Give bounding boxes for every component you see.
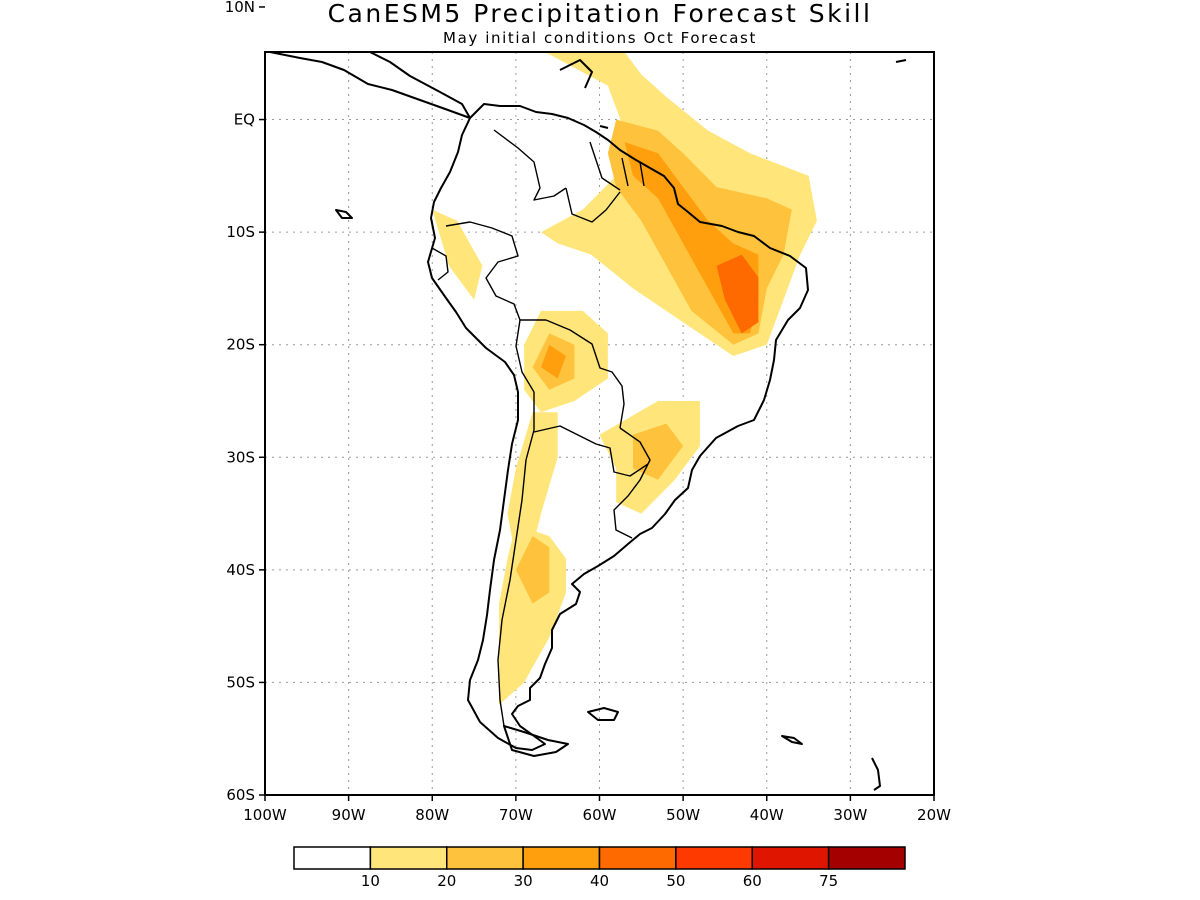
coastline-caribbean: [559, 59, 609, 129]
coastline-south-georgia: [781, 735, 803, 745]
colorbar-label: 50: [666, 872, 685, 890]
border-venezuela-guyana: [589, 141, 621, 191]
latitude-tick-labels: 10N EQ 10S 20S 30S 40S 50S 60S: [225, 0, 265, 804]
lat-tick-label: 10S: [226, 223, 255, 241]
colorbar-segment: [598, 846, 677, 870]
map-subtitle: May initial conditions Oct Forecast: [443, 29, 757, 47]
border-colombia-peru-brazil: [445, 221, 546, 321]
colorbar-segment: [522, 846, 601, 870]
lon-tick-label: 50W: [666, 806, 700, 824]
lat-tick-label: 10N: [225, 0, 255, 16]
skill-region: [507, 412, 558, 559]
colorbar-segment: [369, 846, 448, 870]
colorbar-label: 75: [819, 872, 838, 890]
lon-tick-label: 60W: [583, 806, 617, 824]
border-bolivia-brazil: [545, 319, 625, 429]
lat-tick-label: 40S: [226, 561, 255, 579]
lat-tick-label: 50S: [226, 673, 255, 691]
border-ecuador-peru: [431, 247, 449, 281]
colorbar-label: 30: [514, 872, 533, 890]
border-argentina-uruguay-brazil: [613, 463, 649, 539]
colorbar-segment: [675, 846, 753, 870]
border-paraguay-brazil: [619, 427, 651, 465]
lon-tick-label: 20W: [917, 806, 951, 824]
lon-tick-label: 40W: [750, 806, 784, 824]
colorbar-segment: [827, 846, 906, 870]
lat-tick-label: EQ: [234, 111, 255, 129]
lat-tick-label: 60S: [226, 786, 255, 804]
gridlines: [265, 52, 934, 795]
coastline-falklands: [587, 707, 619, 721]
lat-tick-label: 30S: [226, 448, 255, 466]
colorbar-label: 40: [590, 872, 609, 890]
coastlines-and-borders: [269, 52, 907, 791]
map-title: CanESM5 Precipitation Forecast Skill: [327, 0, 873, 28]
country-borders: [431, 129, 651, 727]
border-guyana-suriname: [621, 157, 645, 187]
border-colombia-venezuela: [493, 129, 567, 201]
colorbar: 10 20 30 40 50 60 75: [293, 846, 906, 890]
lon-tick-label: 80W: [415, 806, 449, 824]
longitude-tick-labels: 100W 90W 80W 70W 60W 50W 40W 30W 20W: [243, 795, 951, 824]
skill-region: [541, 344, 566, 379]
border-chile-argentina: [497, 392, 535, 727]
colorbar-segment: [293, 846, 372, 870]
border-bolivia-argentina-paraguay: [533, 425, 649, 477]
coastline-central-america: [269, 52, 471, 119]
colorbar-segment: [446, 846, 524, 870]
colorbar-label: 10: [361, 872, 380, 890]
border-peru-bolivia: [515, 319, 535, 393]
lon-tick-label: 100W: [243, 806, 287, 824]
colorbar-label: 20: [437, 872, 456, 890]
lon-tick-label: 90W: [332, 806, 366, 824]
colorbar-label: 60: [743, 872, 762, 890]
skill-region: [515, 536, 550, 604]
coastline-small-isles: [871, 59, 907, 791]
border-brazil-north: [565, 187, 621, 223]
lon-tick-label: 70W: [499, 806, 533, 824]
coastline-south-america: [427, 103, 809, 751]
coastline-galapagos: [335, 209, 353, 219]
skill-region: [432, 209, 483, 300]
skill-region: [716, 254, 759, 334]
coastline-tierra-del-fuego: [503, 725, 569, 757]
skill-shading: [432, 52, 817, 705]
lat-tick-label: 20S: [226, 336, 255, 354]
colorbar-segment: [751, 846, 830, 870]
lon-tick-label: 30W: [833, 806, 867, 824]
